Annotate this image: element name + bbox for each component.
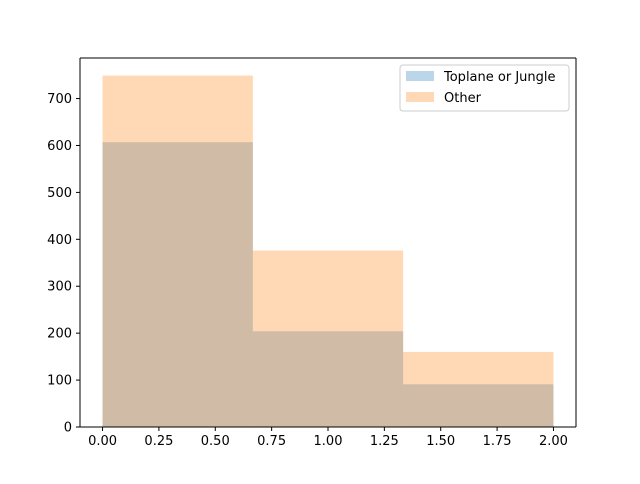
x-tick-label: 0.75 — [257, 434, 286, 449]
axes-layer: 0.00 0.25 0.50 0.75 1.00 1.25 1.50 1.75 2.00 0 100… — [47, 57, 577, 449]
legend: Toplane or Jungle Other — [399, 64, 570, 112]
legend-swatch — [406, 71, 434, 81]
y-tick-label: 100 — [47, 374, 72, 389]
x-tick-label: 2.00 — [539, 434, 568, 449]
histogram-bar — [252, 331, 404, 427]
y-tick-label: 400 — [47, 233, 72, 248]
y-tick-label: 500 — [47, 186, 72, 201]
histogram-bar — [403, 351, 554, 427]
x-tick-label: 0.25 — [144, 434, 173, 449]
legend-swatch — [406, 92, 434, 102]
y-tick-label: 700 — [47, 92, 72, 107]
y-tick-label: 300 — [47, 280, 72, 295]
x-tick-label: 1.25 — [370, 434, 399, 449]
bars-layer — [102, 75, 554, 428]
x-tick-label: 1.50 — [426, 434, 455, 449]
histogram-bar — [102, 75, 253, 428]
histogram-bar — [403, 384, 554, 427]
x-tick-label: 1.00 — [314, 434, 343, 449]
y-tick-label: 200 — [47, 327, 72, 342]
legend-label: Toplane or Jungle — [443, 70, 556, 85]
y-tick-label: 0 — [64, 421, 72, 436]
x-tick-label: 1.75 — [483, 434, 512, 449]
legend-label: Other — [444, 91, 482, 106]
legend-box — [399, 64, 570, 112]
y-tick-label: 600 — [47, 139, 72, 154]
x-tick-label: 0.50 — [201, 434, 230, 449]
histogram-bar — [102, 142, 253, 428]
x-tick-label: 0.00 — [88, 434, 117, 449]
histogram-bar — [252, 250, 404, 427]
